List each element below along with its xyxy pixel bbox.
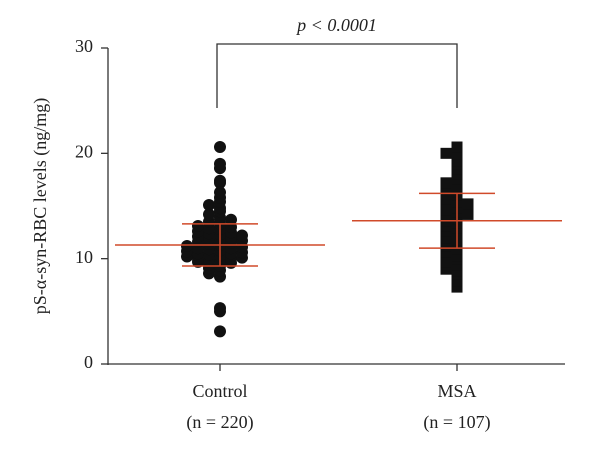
n-label: (n = 220): [186, 412, 253, 433]
data-point: [451, 259, 463, 271]
data-point: [440, 232, 452, 244]
data-point: [440, 147, 452, 159]
data-point: [214, 141, 226, 154]
x-tick-label: Control: [192, 381, 247, 401]
data-point: [451, 180, 463, 192]
data-point: [181, 240, 193, 253]
data-point: [462, 208, 474, 220]
x-tick-label: MSA: [437, 381, 476, 401]
data-point: [440, 256, 452, 268]
data-point: [440, 177, 452, 189]
y-tick-label: 10: [75, 247, 93, 267]
data-point: [236, 229, 248, 242]
y-axis-label: pS-α-syn-RBC levels (ng/mg): [30, 98, 51, 314]
data-point: [440, 183, 452, 195]
data-point: [451, 243, 463, 255]
data-point: [451, 265, 463, 277]
y-tick-label: 30: [75, 36, 93, 56]
data-point: [214, 325, 226, 338]
data-point: [462, 198, 474, 210]
y-tick-label: 0: [84, 352, 93, 372]
data-point: [451, 141, 463, 153]
significance-bracket: [216, 43, 458, 108]
data-point: [440, 211, 452, 223]
annotation: p < 0.0001: [295, 15, 377, 35]
y-tick-label: 20: [75, 141, 93, 161]
data-point: [440, 193, 452, 205]
data-point: [214, 186, 226, 199]
data-point: [203, 198, 215, 211]
data-point: [214, 157, 226, 170]
data-point: [451, 148, 463, 160]
data-point: [451, 281, 463, 293]
data-point: [214, 174, 226, 187]
data-point: [451, 186, 463, 198]
data-point: [440, 246, 452, 258]
data-point: [440, 240, 452, 252]
data-point: [440, 263, 452, 275]
data-point: [192, 220, 204, 233]
data-point: [451, 275, 463, 287]
data-point: [203, 208, 215, 221]
data-point: [225, 213, 237, 226]
data-point: [451, 155, 463, 167]
n-label: (n = 107): [423, 412, 490, 433]
data-point: [440, 200, 452, 212]
data-point: [214, 302, 226, 315]
data-point: [451, 250, 463, 262]
